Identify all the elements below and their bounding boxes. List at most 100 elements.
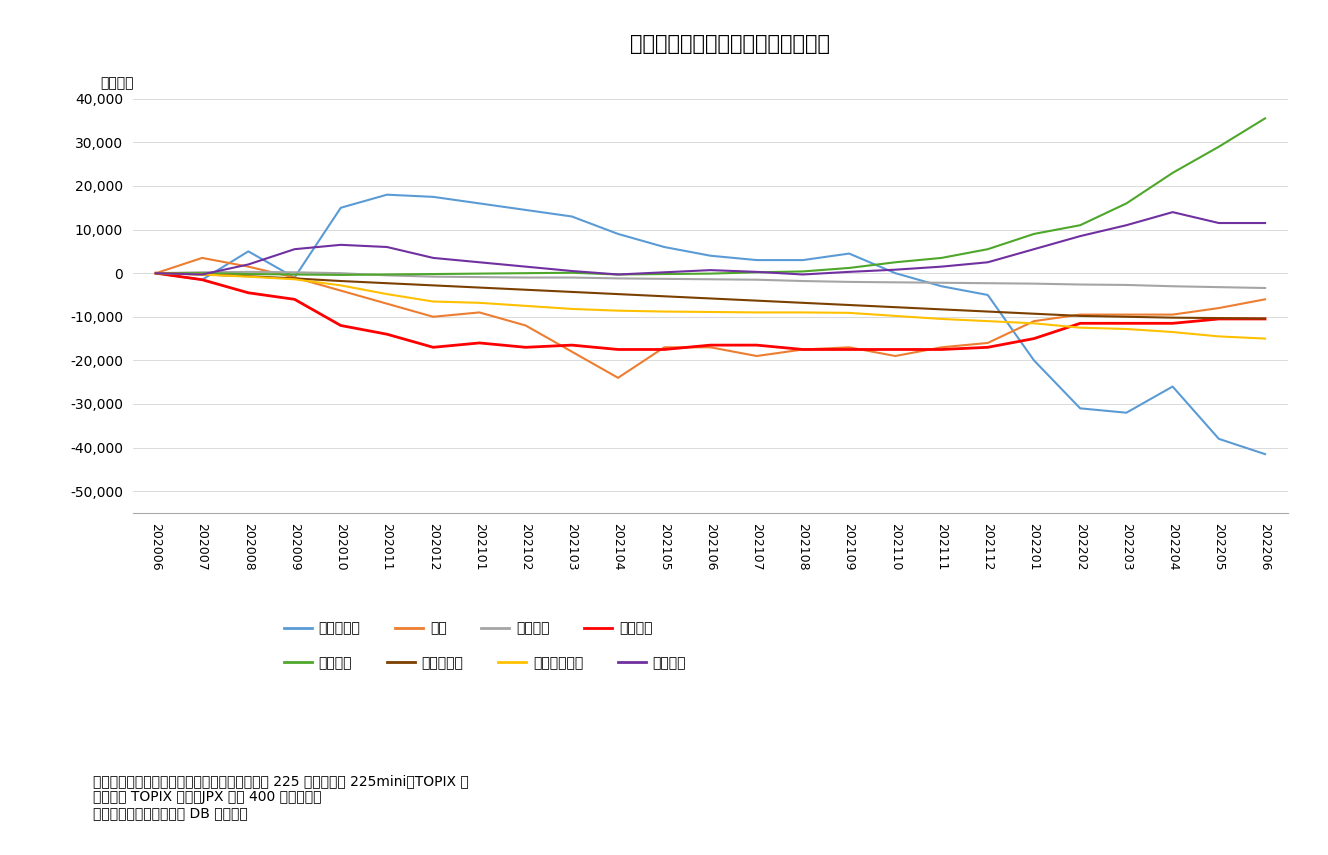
- 投資信託: [656, 345, 672, 355]
- 投資信託: [795, 345, 811, 355]
- 投資信託: [934, 345, 950, 355]
- Line: 投資信託: 投資信託: [155, 274, 1266, 350]
- 事業法人: [841, 262, 857, 273]
- 投資信託: [564, 340, 580, 351]
- 投資信託: [1118, 318, 1134, 328]
- 海外投資家: [703, 251, 718, 261]
- 海外投資家: [425, 192, 441, 202]
- 投資信託: [703, 340, 718, 351]
- 信託銀行: [887, 264, 903, 274]
- 個人: [425, 312, 441, 322]
- 個人: [194, 253, 210, 263]
- 証券会社: [887, 277, 903, 287]
- 個人: [1072, 310, 1088, 320]
- 投資信託: [1072, 318, 1088, 328]
- 個人: [703, 342, 718, 352]
- 証券会社: [1072, 280, 1088, 290]
- 事業法人: [1118, 198, 1134, 209]
- 証券会社: [841, 277, 857, 287]
- 海外投資家: [841, 249, 857, 259]
- 信託銀行: [934, 262, 950, 272]
- 都銀・地銀等: [1211, 331, 1227, 341]
- 都銀・地銀等: [703, 307, 718, 317]
- 信託銀行: [518, 262, 534, 272]
- 都銀・地銀等: [1118, 324, 1134, 334]
- 個人: [656, 342, 672, 352]
- 生保・損保: [287, 274, 303, 284]
- 生保・損保: [471, 282, 487, 292]
- 信託銀行: [378, 242, 394, 252]
- 個人: [841, 342, 857, 352]
- 証券会社: [287, 267, 303, 277]
- 生保・損保: [749, 296, 765, 306]
- 信託銀行: [841, 267, 857, 277]
- 証券会社: [147, 268, 163, 279]
- 生保・損保: [934, 304, 950, 315]
- 証券会社: [1211, 282, 1227, 292]
- 証券会社: [518, 273, 534, 283]
- 生保・損保: [240, 271, 256, 281]
- 信託銀行: [564, 266, 580, 276]
- 海外投資家: [887, 268, 903, 279]
- 投資信託: [240, 287, 256, 298]
- 海外投資家: [518, 205, 534, 215]
- 生保・損保: [1118, 312, 1134, 322]
- Legend: 事業法人, 生保・損保, 都銀・地銀等, 信託銀行: 事業法人, 生保・損保, 都銀・地銀等, 信託銀行: [279, 651, 692, 675]
- 生保・損保: [980, 306, 996, 316]
- 投資信託: [1258, 314, 1274, 324]
- 事業法人: [333, 270, 349, 280]
- 信託銀行: [1118, 220, 1134, 230]
- 事業法人: [1211, 142, 1227, 152]
- 海外投資家: [795, 255, 811, 265]
- 個人: [518, 321, 534, 331]
- 個人: [287, 273, 303, 283]
- 個人: [333, 286, 349, 296]
- 生保・損保: [795, 298, 811, 308]
- 事業法人: [934, 253, 950, 263]
- 生保・損保: [564, 286, 580, 297]
- 個人: [887, 351, 903, 361]
- 信託銀行: [147, 268, 163, 279]
- 投資信託: [147, 268, 163, 279]
- 都銀・地銀等: [333, 280, 349, 291]
- 海外投資家: [656, 242, 672, 252]
- 事業法人: [980, 244, 996, 254]
- 事業法人: [1072, 220, 1088, 230]
- 海外投資家: [1258, 449, 1274, 459]
- 生保・損保: [703, 293, 718, 304]
- 個人: [795, 345, 811, 355]
- 信託銀行: [980, 257, 996, 268]
- 事業法人: [656, 269, 672, 280]
- 信託銀行: [333, 239, 349, 250]
- 事業法人: [147, 268, 163, 279]
- 生保・損保: [1258, 314, 1274, 324]
- 生保・損保: [194, 269, 210, 280]
- 証券会社: [656, 274, 672, 284]
- 信託銀行: [240, 259, 256, 269]
- 生保・損保: [1211, 313, 1227, 323]
- 海外投資家: [980, 290, 996, 300]
- Text: 図表２　投資部門別の累積売買状況: 図表２ 投資部門別の累積売買状況: [631, 34, 830, 54]
- 投資信託: [287, 294, 303, 304]
- 投資信託: [610, 345, 625, 355]
- 生保・損保: [887, 302, 903, 312]
- 信託銀行: [795, 269, 811, 280]
- 証券会社: [934, 278, 950, 288]
- 信託銀行: [1211, 218, 1227, 228]
- 海外投資家: [934, 281, 950, 292]
- 海外投資家: [333, 203, 349, 213]
- 都銀・地銀等: [749, 307, 765, 317]
- 海外投資家: [749, 255, 765, 265]
- 投資信託: [471, 338, 487, 348]
- 投資信託: [333, 321, 349, 331]
- 海外投資家: [287, 273, 303, 283]
- 海外投資家: [1211, 433, 1227, 444]
- 海外投資家: [610, 229, 625, 239]
- 都銀・地銀等: [425, 297, 441, 307]
- 生保・損保: [656, 292, 672, 302]
- 事業法人: [1027, 229, 1042, 239]
- 個人: [1118, 310, 1134, 320]
- 生保・損保: [425, 280, 441, 291]
- 証券会社: [378, 270, 394, 280]
- 事業法人: [287, 269, 303, 280]
